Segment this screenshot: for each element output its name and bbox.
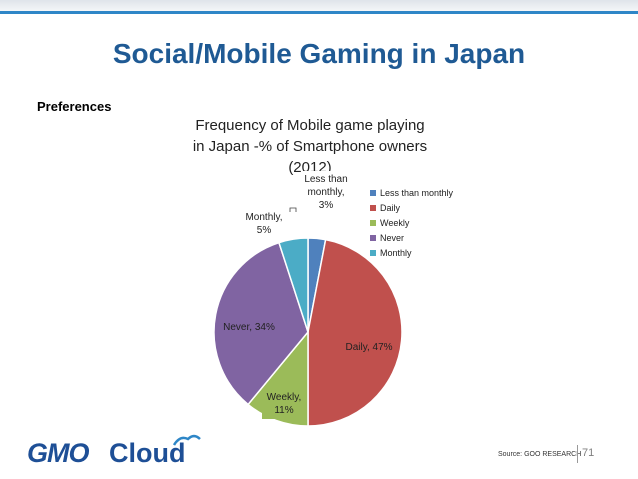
- legend-swatch-less-than-monthly: [370, 190, 376, 196]
- pie-slice-daily: [307, 238, 403, 427]
- legend-label-never: Never: [380, 233, 404, 243]
- legend-label-daily: Daily: [380, 203, 401, 213]
- data-label-bg: [239, 209, 289, 239]
- data-label-weekly: Weekly, 11%: [267, 392, 302, 416]
- legend-label-less-than-monthly: Less than monthly: [380, 188, 454, 198]
- subheading: Preferences: [37, 99, 112, 114]
- leader-line: [289, 207, 297, 212]
- legend-swatch-monthly: [370, 250, 376, 256]
- slide-title: Social/Mobile Gaming in Japan: [112, 38, 526, 69]
- top-banner: [0, 0, 638, 11]
- cloud-swoosh-icon: [172, 434, 201, 446]
- page-number-separator: [577, 445, 578, 463]
- data-label-daily: Daily, 47%: [345, 342, 392, 353]
- source-note: Source: GOO RESEARCH: [498, 451, 582, 458]
- legend-label-weekly: Weekly: [380, 218, 410, 228]
- pie-slice-never: [213, 241, 309, 406]
- data-label-bg: [262, 389, 306, 419]
- data-label-less-than-monthly: Less than monthly, 3%: [304, 174, 347, 211]
- data-label-bg: [301, 171, 351, 214]
- gmo-cloud-logo: GMO Cloud: [27, 433, 202, 469]
- legend-swatch-daily: [370, 205, 376, 211]
- logo-gmo-text: GMO: [27, 438, 89, 468]
- data-label-never: Never, 34%: [223, 322, 275, 333]
- data-label-monthly: Monthly, 5%: [245, 212, 282, 236]
- pie-slice-monthly: [278, 237, 309, 333]
- logo-cloud-text: Cloud: [109, 438, 186, 468]
- legend-label-monthly: Monthly: [380, 248, 412, 258]
- page-number: 71: [582, 447, 595, 459]
- legend-swatch-never: [370, 235, 376, 241]
- legend-swatch-weekly: [370, 220, 376, 226]
- top-banner-line: [0, 11, 638, 14]
